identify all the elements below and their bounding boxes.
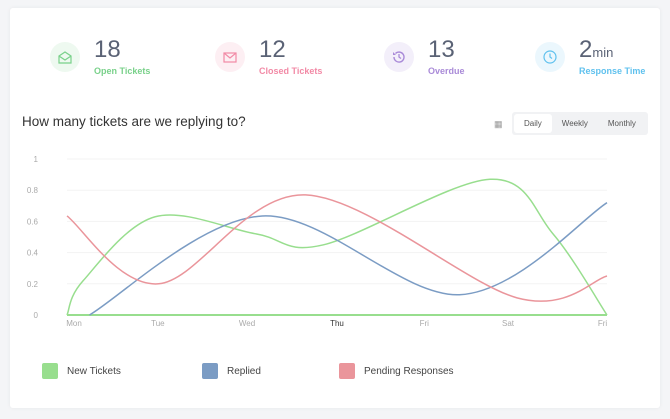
- stat-value: 18: [94, 36, 121, 63]
- dashboard-card: 18 Open Tickets 12 Closed Tickets 13 Ove…: [10, 8, 660, 408]
- stat-label: Response Time: [579, 66, 646, 76]
- series-line-new-tickets: [66, 178, 608, 316]
- x-tick-label: Fri: [598, 319, 608, 328]
- stat-response-time: 2min Response Time: [535, 38, 645, 76]
- envelope-icon: [215, 42, 245, 72]
- stat-label: Overdue: [428, 66, 465, 76]
- y-tick-label: 0.6: [27, 217, 39, 226]
- x-tick-label: Thu: [330, 319, 344, 328]
- stat-label: Closed Tickets: [259, 66, 323, 76]
- stat-label: Open Tickets: [94, 66, 151, 76]
- chart-title: How many tickets are we replying to?: [22, 114, 246, 129]
- stat-value: 2min: [579, 36, 614, 63]
- stat-value: 13: [428, 36, 455, 63]
- open-envelope-icon: [50, 42, 80, 72]
- clock-icon: [535, 42, 565, 72]
- y-tick-label: 0.4: [27, 249, 39, 258]
- y-tick-label: 0.8: [27, 186, 39, 195]
- legend-swatch: [202, 363, 218, 379]
- tab-daily[interactable]: Daily: [514, 114, 552, 133]
- tab-monthly[interactable]: Monthly: [607, 119, 636, 128]
- x-tick-label: Mon: [66, 319, 82, 328]
- tab-weekly[interactable]: Weekly: [561, 119, 588, 128]
- legend-item[interactable]: Replied: [202, 363, 261, 379]
- y-tick-label: 0.2: [27, 280, 39, 289]
- x-tick-label: Fri: [420, 319, 430, 328]
- series-line-replied: [89, 202, 608, 316]
- history-icon: [384, 42, 414, 72]
- calendar-icon[interactable]: ▦: [494, 119, 503, 129]
- period-toggle: Daily Weekly Monthly: [512, 112, 648, 135]
- legend-item[interactable]: Pending Responses: [339, 363, 454, 379]
- y-tick-label: 0: [34, 311, 39, 320]
- stat-open-tickets: 18 Open Tickets: [50, 38, 150, 76]
- line-chart: 0 0.2 0.4 0.6 0.8 1 Mon Tue Wed Thu Fri Sat Fri: [27, 155, 608, 328]
- legend-swatch: [339, 363, 355, 379]
- series-line-pending-responses: [66, 194, 608, 302]
- legend-item[interactable]: New Tickets: [42, 363, 121, 379]
- x-tick-label: Wed: [239, 319, 255, 328]
- legend-label: Pending Responses: [364, 365, 454, 377]
- stat-closed-tickets: 12 Closed Tickets: [215, 38, 322, 76]
- x-tick-label: Tue: [151, 319, 165, 328]
- legend-label: Replied: [227, 365, 261, 377]
- x-tick-label: Sat: [502, 319, 515, 328]
- y-tick-label: 1: [34, 155, 39, 164]
- legend-label: New Tickets: [67, 365, 121, 377]
- legend-swatch: [42, 363, 58, 379]
- stat-overdue: 13 Overdue: [384, 38, 465, 76]
- stat-value: 12: [259, 36, 286, 63]
